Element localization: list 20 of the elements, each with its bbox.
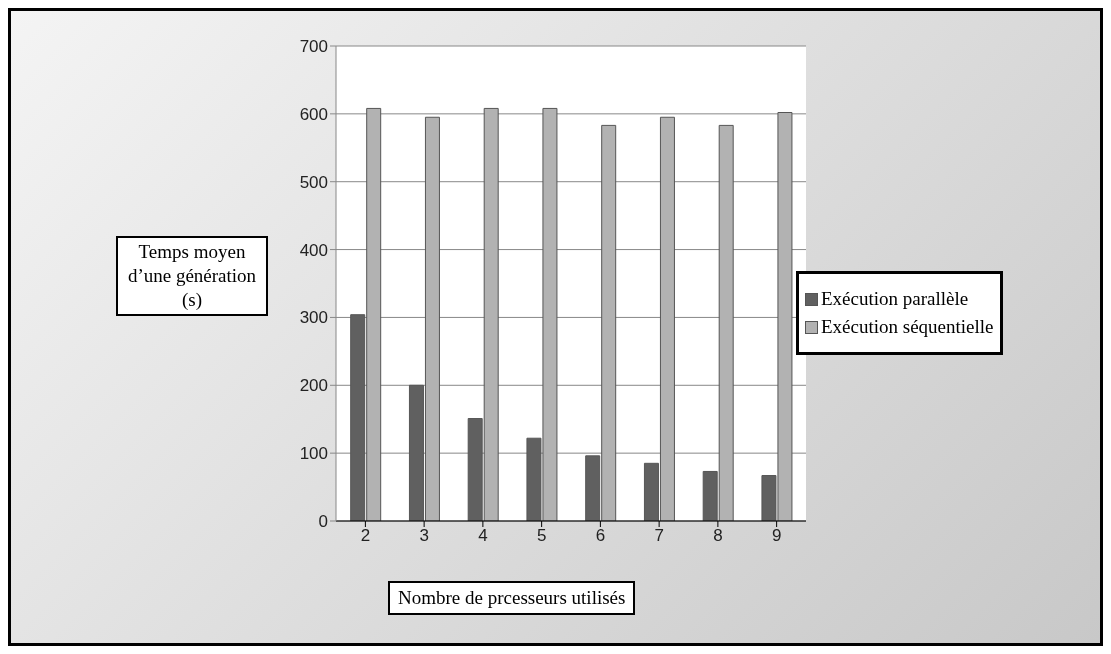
x-tick-label: 4 [478, 526, 488, 546]
x-tick-label: 9 [771, 526, 782, 546]
y-tick-label: 600 [299, 104, 328, 124]
y-tick-label: 300 [299, 308, 328, 328]
y-tick-label: 700 [299, 37, 328, 57]
y-tick-label: 200 [299, 376, 328, 396]
x-tick-label: 8 [713, 526, 723, 546]
y-tick-label: 0 [318, 512, 328, 532]
x-tick-label: 7 [654, 526, 664, 546]
y-tick-label: 400 [299, 240, 328, 260]
y-tick-label: 500 [299, 172, 328, 192]
legend-label: Exécution parallèle [820, 288, 970, 310]
legend-label: Exécution séquentielle [820, 316, 994, 338]
x-tick-label: 5 [536, 526, 547, 546]
x-tick-label: 2 [360, 526, 371, 546]
x-axis-title: Nombre de prcesseurs utilisés [388, 581, 636, 615]
y-tick-label: 100 [299, 444, 328, 464]
x-tick-label: 6 [595, 526, 606, 546]
y-axis-title: Temps moyen d’une génération (s) [116, 236, 268, 316]
x-tick-label: 3 [419, 526, 429, 546]
